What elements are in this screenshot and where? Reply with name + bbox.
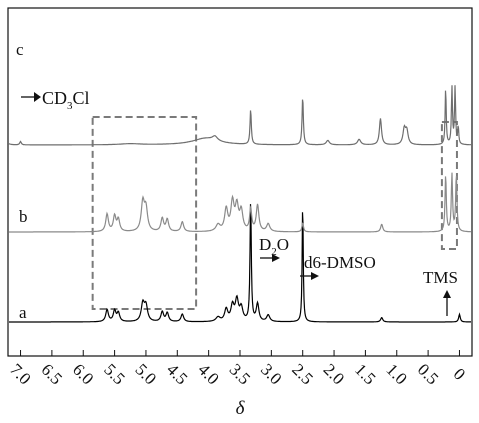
trace-label-b: b <box>19 207 28 226</box>
x-tick-label: 5.0 <box>132 360 160 388</box>
highlight-box <box>440 121 458 250</box>
d2o-label: D2O <box>259 235 289 258</box>
trace-c <box>8 85 471 146</box>
x-tick-label: 7.0 <box>6 360 34 388</box>
tms-arrowhead <box>443 290 451 298</box>
highlight-box <box>91 116 198 310</box>
x-axis-tick-labels: 7.0 6.5 6.0 5.5 5.0 4.5 4.0 3.5 3.0 2.5 2.0 1.5 1.0 0… <box>6 360 469 388</box>
tms-label: TMS <box>423 268 458 287</box>
x-tick-label: 2.5 <box>288 360 316 388</box>
trace-labels: a b c <box>16 40 28 322</box>
dmso-label: d6-DMSO <box>304 253 376 272</box>
cd3cl-arrowhead <box>34 92 41 102</box>
x-tick-label: 0 <box>450 364 469 383</box>
x-axis-label: δ <box>236 398 246 419</box>
x-tick-label: 0.5 <box>414 360 442 388</box>
cd3cl-label: CD3Cl <box>42 88 90 112</box>
dmso-annotation: d6-DMSO <box>300 253 376 280</box>
x-tick-label: 3.5 <box>226 360 254 388</box>
x-axis-ticks <box>20 350 460 356</box>
cd3cl-annotation: CD3Cl <box>21 88 90 112</box>
x-tick-label: 6.5 <box>38 360 66 388</box>
x-tick-label: 2.0 <box>320 360 348 388</box>
x-tick-label: 1.0 <box>382 360 410 388</box>
trace-b <box>9 172 471 233</box>
x-tick-label: 3.0 <box>257 360 285 388</box>
d2o-annotation: D2O <box>259 235 289 262</box>
x-tick-label: 4.0 <box>194 360 222 388</box>
dmso-arrowhead <box>311 272 319 280</box>
d2o-arrowhead <box>272 254 280 262</box>
trace-label-a: a <box>19 303 27 322</box>
spectrum-traces <box>8 85 471 323</box>
trace-label-c: c <box>16 40 24 59</box>
tms-annotation: TMS <box>423 268 458 316</box>
x-tick-label: 5.5 <box>100 360 128 388</box>
trace-a <box>9 204 471 323</box>
plot-frame <box>7 7 473 357</box>
x-tick-label: 4.5 <box>163 360 191 388</box>
x-tick-label: 1.5 <box>351 360 379 388</box>
x-tick-label: 6.0 <box>69 360 97 388</box>
